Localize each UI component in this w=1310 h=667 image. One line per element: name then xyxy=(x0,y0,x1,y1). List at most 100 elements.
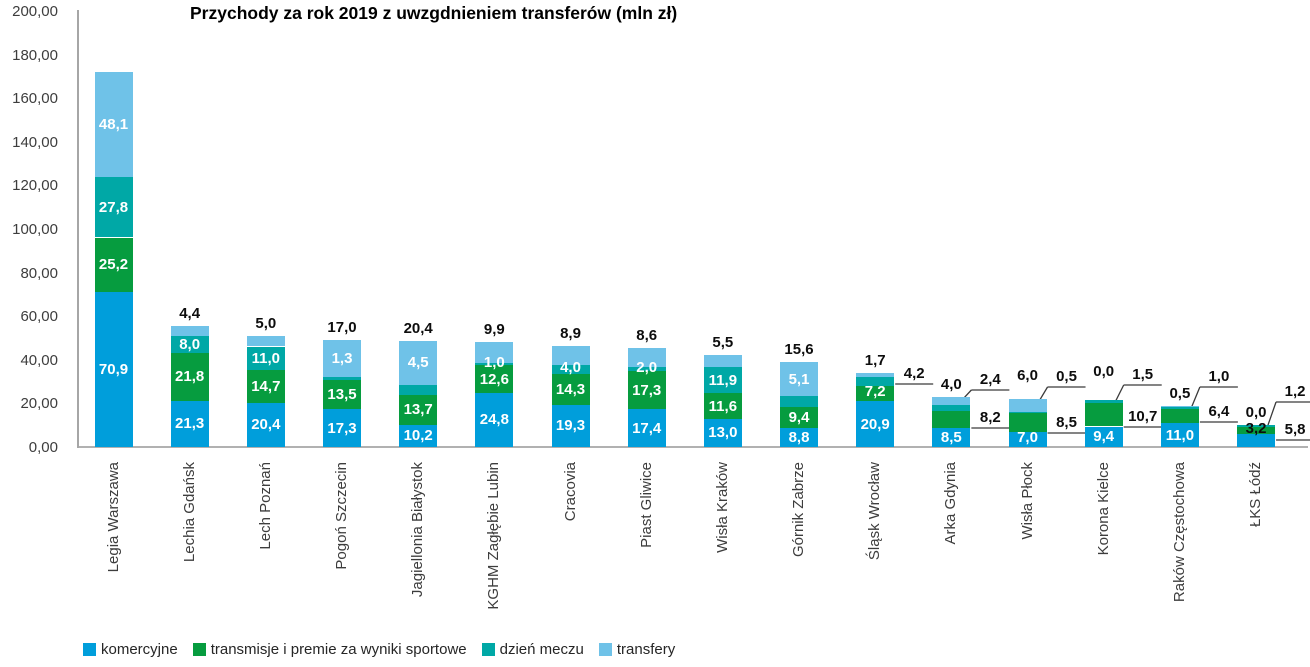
bar-segment-transfery xyxy=(246,335,285,347)
value-label-transmisje: 9,4 xyxy=(788,409,810,427)
y-axis-tick-label: 40,00 xyxy=(20,351,58,369)
legend-label: transmisje i premie za wyniki sportowe xyxy=(210,641,467,658)
bar-segment-dzien-meczu xyxy=(932,405,971,411)
value-label-dzien-meczu: 5,1 xyxy=(788,370,810,388)
bar-segment-dzien-meczu xyxy=(1008,412,1047,414)
legend-label: komercyjne xyxy=(101,641,178,658)
bar-segment-transmisje xyxy=(932,410,971,429)
x-axis-label: Górnik Zabrze xyxy=(790,462,808,558)
y-axis-tick-label: 140,00 xyxy=(12,133,58,151)
bar-segment-transmisje xyxy=(246,370,285,403)
value-label-dzien-meczu: 4,2 xyxy=(903,365,925,382)
bar-segment-transfery xyxy=(323,339,361,377)
x-axis-label: Arka Gdynia xyxy=(942,462,960,545)
bar-segment-transfery xyxy=(932,396,971,406)
bar-segment-komercyjne xyxy=(170,400,209,447)
value-label-komercyjne: 7,0 xyxy=(1017,428,1038,446)
value-label-dzien-meczu: 4,0 xyxy=(560,358,581,376)
value-label-transfery: 0,0 xyxy=(1093,362,1115,380)
value-label-dzien-meczu: 11,0 xyxy=(251,349,281,367)
x-axis-label: Jagiellonia Białystok xyxy=(409,462,427,598)
value-label-dzien-meczu: 8,0 xyxy=(179,335,201,353)
value-label-transfery: 5,0 xyxy=(255,314,277,332)
value-label-komercyjne: 70,9 xyxy=(98,361,129,379)
bar-segment-komercyjne xyxy=(780,427,819,447)
bar-segment-dzien-meczu xyxy=(551,365,590,374)
bar-segment-transfery xyxy=(627,348,666,367)
bar-segment-komercyjne xyxy=(932,428,971,447)
value-label-transmisje: 8,2 xyxy=(979,409,1001,426)
value-label-transfery: 8,6 xyxy=(636,327,658,345)
bar-segment-transmisje xyxy=(703,393,742,419)
bar-segment-transmisje xyxy=(1084,403,1123,427)
legend-item-transmisje: transmisje i premie za wyniki sportowe xyxy=(192,641,467,658)
value-label-komercyjne: 19,3 xyxy=(555,417,586,435)
x-axis-label: Pogoń Szczecin xyxy=(333,462,350,570)
bar-segment-transmisje xyxy=(170,353,209,401)
bar-segment-komercyjne xyxy=(475,392,514,447)
value-label-transfery: 48,1 xyxy=(98,115,129,133)
bar-segment-komercyjne xyxy=(399,424,438,447)
bar-segment-transmisje xyxy=(399,394,438,425)
legend: komercyjne transmisje i premie za wyniki … xyxy=(83,641,675,658)
bar-segment-dzien-meczu xyxy=(627,366,666,372)
bar-segment-transmisje xyxy=(475,365,514,393)
legend-label: transfery xyxy=(616,641,676,658)
value-label-transfery: 4,0 xyxy=(940,375,962,393)
value-label-komercyjne: 11,0 xyxy=(1165,426,1195,444)
value-label-komercyjne: 13,0 xyxy=(708,424,738,442)
bar-segment-dzien-meczu xyxy=(475,363,514,366)
value-label-komercyjne: 10,2 xyxy=(403,427,433,445)
bar-segment-transfery xyxy=(1008,399,1047,413)
value-label-komercyjne: 8,8 xyxy=(788,428,810,446)
bar-segment-transfery xyxy=(170,326,209,336)
legend-swatch-komercyjne xyxy=(83,643,96,656)
value-label-transmisje: 25,2 xyxy=(98,256,129,274)
value-label-transmisje: 3,2 xyxy=(1245,420,1267,438)
bar-segment-komercyjne xyxy=(246,402,285,447)
value-label-dzien-meczu: 1,5 xyxy=(1132,366,1154,383)
value-label-transfery: 20,4 xyxy=(403,319,433,337)
x-axis-label: KGHM Zagłębie Lubin xyxy=(485,462,503,610)
legend-swatch-dzien-meczu xyxy=(481,643,495,656)
value-label-komercyjne: 20,4 xyxy=(251,416,281,434)
x-axis-label: Raków Częstochowa xyxy=(1170,462,1188,603)
value-label-komercyjne: 21,3 xyxy=(175,415,205,433)
bar-segment-dzien-meczu xyxy=(1160,406,1199,410)
bar-segment-dzien-meczu xyxy=(1237,424,1276,428)
y-axis-tick-label: 160,00 xyxy=(12,90,58,108)
x-axis-label: Legia Warszawa xyxy=(104,462,122,573)
value-label-dzien-meczu: 1,0 xyxy=(483,353,505,371)
value-label-transmisje: 14,7 xyxy=(251,378,281,395)
value-label-dzien-meczu: 2,4 xyxy=(979,371,1001,388)
y-axis-tick-label: 60,00 xyxy=(20,308,58,326)
bar-segment-komercyjne xyxy=(627,409,666,447)
value-label-dzien-meczu: 1,0 xyxy=(1208,368,1230,385)
bar-segment-komercyjne xyxy=(1084,426,1123,447)
bar-segment-komercyjne xyxy=(1237,434,1276,447)
value-label-transmisje: 6,4 xyxy=(1208,403,1230,420)
legend-item-komercyjne: komercyjne xyxy=(83,641,178,658)
value-label-transmisje: 7,2 xyxy=(864,383,886,401)
y-axis-tick-label: 200,00 xyxy=(12,3,58,20)
y-axis-tick-label: 20,00 xyxy=(20,395,58,413)
bar-segment-komercyjne xyxy=(1160,423,1199,447)
bar-segment-dzien-meczu xyxy=(94,176,133,238)
value-label-dzien-meczu: 2,0 xyxy=(636,358,658,376)
value-label-transfery: 15,6 xyxy=(784,341,814,359)
legend-label: dzień meczu xyxy=(499,641,584,658)
x-axis-label: Lechia Gdańsk xyxy=(180,462,198,563)
x-axis-label: Cracovia xyxy=(561,462,579,522)
value-label-transmisje: 13,5 xyxy=(327,386,357,404)
bar-segment-transfery xyxy=(551,345,590,366)
value-label-transmisje: 11,6 xyxy=(708,397,738,415)
value-label-transmisje: 8,5 xyxy=(1056,414,1077,431)
x-axis-label: Piast Gliwice xyxy=(637,462,655,548)
value-label-transfery: 8,9 xyxy=(560,324,581,342)
chart-title: Przychody za rok 2019 z uwzgdnieniem tra… xyxy=(190,3,678,23)
bar-segment-transfery xyxy=(703,355,742,368)
bar-segment-komercyjne xyxy=(94,292,133,447)
x-axis-label: Lech Poznań xyxy=(256,462,274,550)
value-label-transfery: 0,0 xyxy=(1245,403,1267,421)
